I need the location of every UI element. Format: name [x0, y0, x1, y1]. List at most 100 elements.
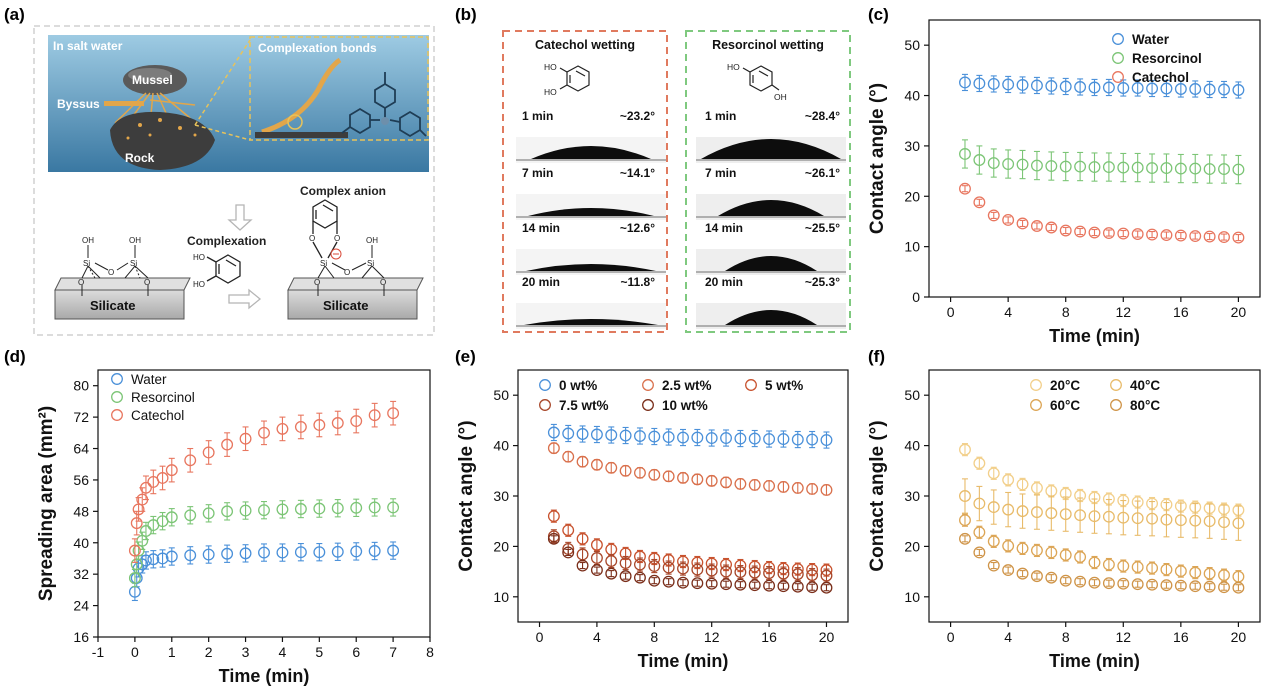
legend-label: 7.5 wt% [559, 398, 609, 413]
svg-text:OH: OH [366, 236, 378, 245]
data-point [1016, 478, 1029, 491]
y-tick-label: 0 [912, 289, 920, 305]
svg-text:O: O [380, 278, 386, 287]
data-point [547, 426, 560, 439]
svg-text:HO: HO [544, 87, 557, 97]
data-point [1160, 579, 1173, 592]
data-point [720, 578, 732, 591]
x-tick-label: 8 [1062, 629, 1070, 645]
data-point [1030, 79, 1043, 92]
y-tick-label: 50 [904, 37, 920, 53]
data-point [634, 430, 646, 442]
catechol-frame-angle: ~12.6° [620, 221, 655, 235]
data-point [1002, 213, 1015, 226]
plaque-thread [261, 57, 342, 135]
data-point [331, 545, 344, 558]
panel-label-b: (b) [455, 5, 477, 24]
data-point [1117, 82, 1130, 94]
data-point [634, 558, 646, 571]
data-point [313, 419, 326, 431]
data-point [547, 442, 560, 455]
data-point [387, 407, 400, 420]
x-tick-label: 20 [1231, 304, 1247, 320]
data-point [1203, 567, 1216, 580]
data-point [1218, 569, 1230, 582]
data-point [705, 432, 718, 444]
data-point [547, 510, 560, 523]
data-point [1203, 83, 1216, 96]
data-point [1102, 510, 1115, 523]
data-point [1203, 580, 1216, 593]
data-point [1030, 159, 1043, 172]
x-tick-label: 0 [947, 629, 955, 645]
y-tick-label: 20 [493, 538, 509, 554]
data-point [294, 420, 307, 433]
data-point [1189, 162, 1202, 175]
y-tick-label: 24 [73, 598, 89, 614]
x-tick-label: 12 [704, 629, 720, 645]
resorcinol-frame-angle: ~26.1° [805, 166, 840, 180]
data-point [258, 426, 270, 439]
y-tick-label: 30 [904, 138, 920, 154]
svg-text:Si: Si [320, 259, 327, 268]
data-point [1160, 162, 1173, 175]
data-point [1030, 544, 1043, 557]
data-point [1174, 514, 1187, 527]
data-point [1074, 225, 1087, 238]
catechol-frame-angle: ~23.2° [620, 109, 655, 123]
x-axis-label: Time (min) [638, 651, 729, 671]
legend-label: 60°C [1050, 398, 1080, 413]
resorcinol-frame-angle: ~25.5° [805, 221, 840, 235]
svg-text:OH: OH [129, 236, 141, 245]
silicate-slab-left-top [54, 277, 191, 291]
chart-f-temperature: 0 4 8 12 16 20 10 20 30 40 50 Time (min) Contact ang… [867, 369, 1261, 671]
data-point [619, 570, 632, 583]
data-point [959, 443, 971, 456]
svg-text:OH: OH [774, 92, 787, 102]
data-point [221, 438, 234, 451]
data-point [1102, 227, 1115, 239]
data-point [1045, 160, 1058, 173]
data-point [350, 501, 363, 514]
data-point [1160, 563, 1173, 576]
y-tick-label: 20 [904, 538, 920, 554]
data-point [1030, 570, 1043, 583]
legend-marker [1112, 33, 1124, 45]
y-axis-label: Contact angle (°) [867, 83, 888, 234]
svg-text:O: O [78, 278, 84, 287]
catechol-frame-angle: ~14.1° [620, 166, 655, 180]
data-point [1203, 515, 1216, 528]
legend-label: 10 wt% [662, 398, 708, 413]
svg-text:O: O [344, 268, 350, 277]
catechol-frame-time: 20 min [522, 275, 560, 289]
data-point [258, 546, 270, 559]
data-point [777, 480, 790, 493]
data-point [748, 478, 761, 491]
catechol-frame-background [516, 303, 666, 329]
data-point [1117, 161, 1130, 174]
catechol-frame-time: 1 min [522, 109, 553, 123]
data-point [1045, 507, 1058, 520]
data-point [820, 569, 833, 582]
data-point [1131, 82, 1144, 94]
data-point [959, 532, 971, 545]
data-point [959, 148, 971, 160]
rock-shape [110, 111, 215, 170]
data-point [147, 553, 160, 566]
resorcinol-frame-time: 7 min [705, 166, 736, 180]
data-point [1088, 226, 1101, 239]
data-point [973, 497, 986, 510]
data-point [662, 431, 675, 443]
data-point [387, 501, 400, 514]
legend-label: Catechol [131, 408, 184, 423]
x-tick-label: 2 [205, 644, 213, 660]
data-point [1002, 564, 1015, 577]
data-point [648, 574, 661, 587]
rock-label: Rock [125, 151, 155, 165]
legend-label: Resorcinol [131, 390, 195, 405]
data-point [1146, 82, 1159, 95]
x-tick-label: 7 [389, 644, 397, 660]
data-point [748, 579, 761, 592]
silicate-label-left: Silicate [90, 298, 136, 313]
data-point [677, 562, 689, 575]
